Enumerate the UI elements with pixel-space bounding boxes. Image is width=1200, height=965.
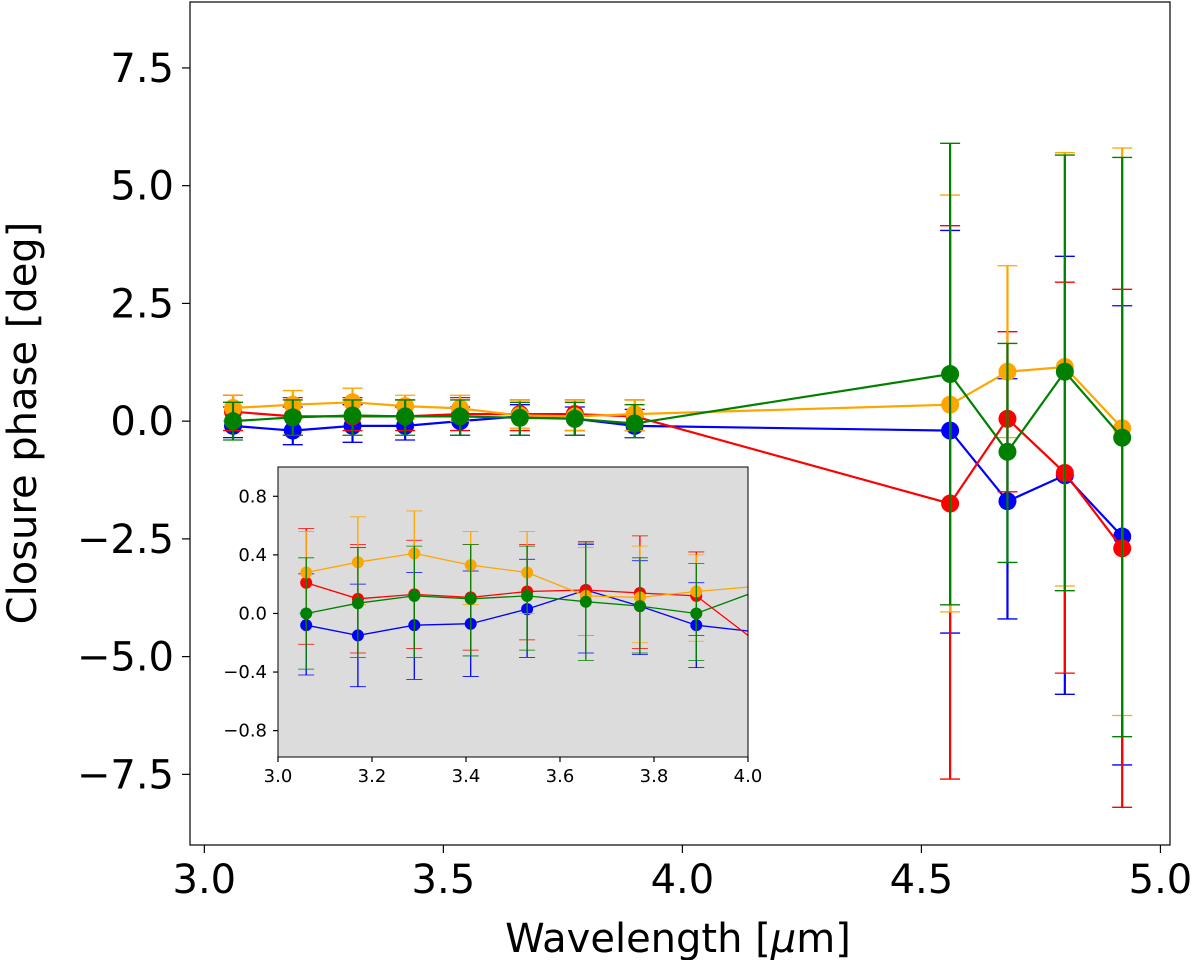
main-y-tick-label: −7.5 <box>77 752 174 798</box>
inset-series-3-marker <box>521 589 534 602</box>
main-y-tick-label: 2.5 <box>110 281 174 327</box>
inset-series-3-marker <box>300 607 313 620</box>
inset-x-tick-label: 3.6 <box>546 766 575 787</box>
inset-x-tick-label: 4.0 <box>734 766 763 787</box>
inset-x-tick-label: 3.8 <box>640 766 669 787</box>
inset-y-tick-label: 0.4 <box>238 545 267 566</box>
inset-series-3-marker <box>351 597 364 610</box>
main-series-2-line <box>232 365 1124 429</box>
x-axis-label: Wavelength [μm] <box>505 916 851 960</box>
main-series-3-line <box>232 369 1124 454</box>
inset-y-tick-label: −0.8 <box>223 721 267 742</box>
inset-series-3-marker <box>408 589 421 602</box>
inset-plot-background <box>277 466 749 758</box>
inset-series-3-marker <box>464 592 477 605</box>
inset-series-layer <box>298 510 748 688</box>
main-series-3-marker <box>510 408 529 427</box>
main-series-3-marker <box>565 409 584 428</box>
inset-x-tick-label: 3.4 <box>452 766 481 787</box>
main-series-layer <box>223 142 1133 808</box>
inset-series-3-marker <box>690 607 703 620</box>
main-series-3-marker <box>343 406 362 425</box>
main-x-tick-label: 3.5 <box>412 857 476 903</box>
main-series-3 <box>223 142 1133 738</box>
main-axes: 3.0 3.5 4.0 4.5 5.0 −7.5 −5.0 −2.5 0.0 2.5 5.0 7.5 <box>77 46 1192 903</box>
main-series-3-marker <box>941 365 960 384</box>
inset-plot-frame <box>277 466 749 758</box>
main-x-tick-label: 4.5 <box>890 857 954 903</box>
inset-y-tick-label: 0.8 <box>238 486 267 507</box>
main-series-3-marker <box>224 412 243 431</box>
main-x-tick-label: 3.0 <box>173 857 237 903</box>
main-y-tick-label: 7.5 <box>110 46 174 92</box>
main-y-tick-label: −5.0 <box>77 635 174 681</box>
inset-axes: 3.0 3.2 3.4 3.6 3.8 4.0 −0.8 −0.4 0.0 0.4 0.8 <box>223 486 762 787</box>
main-series-3-marker <box>283 408 302 427</box>
main-series-3-marker <box>396 407 415 426</box>
main-x-tick-label: 5.0 <box>1129 857 1193 903</box>
inset-y-tick-label: −0.4 <box>223 662 267 683</box>
main-y-tick-label: 5.0 <box>110 164 174 210</box>
main-series-3-marker <box>998 442 1017 461</box>
main-plot-frame <box>189 1 1171 846</box>
inset-series-3-marker <box>579 595 592 608</box>
inset-y-tick-label: 0.0 <box>238 603 267 624</box>
inset-x-tick-label: 3.2 <box>358 766 387 787</box>
main-series-3-marker <box>1113 428 1132 447</box>
y-axis-label: Closure phase [deg] <box>0 222 46 625</box>
main-series-3-marker <box>625 414 644 433</box>
inset-x-tick-label: 3.0 <box>264 766 293 787</box>
main-y-tick-label: 0.0 <box>110 399 174 445</box>
main-x-tick-label: 4.0 <box>651 857 715 903</box>
inset-series-3-marker <box>633 600 646 613</box>
main-series-3-marker <box>451 407 470 426</box>
main-y-tick-label: −2.5 <box>77 517 174 563</box>
main-series-3-marker <box>1055 362 1074 381</box>
inset-series-3 <box>298 541 748 670</box>
